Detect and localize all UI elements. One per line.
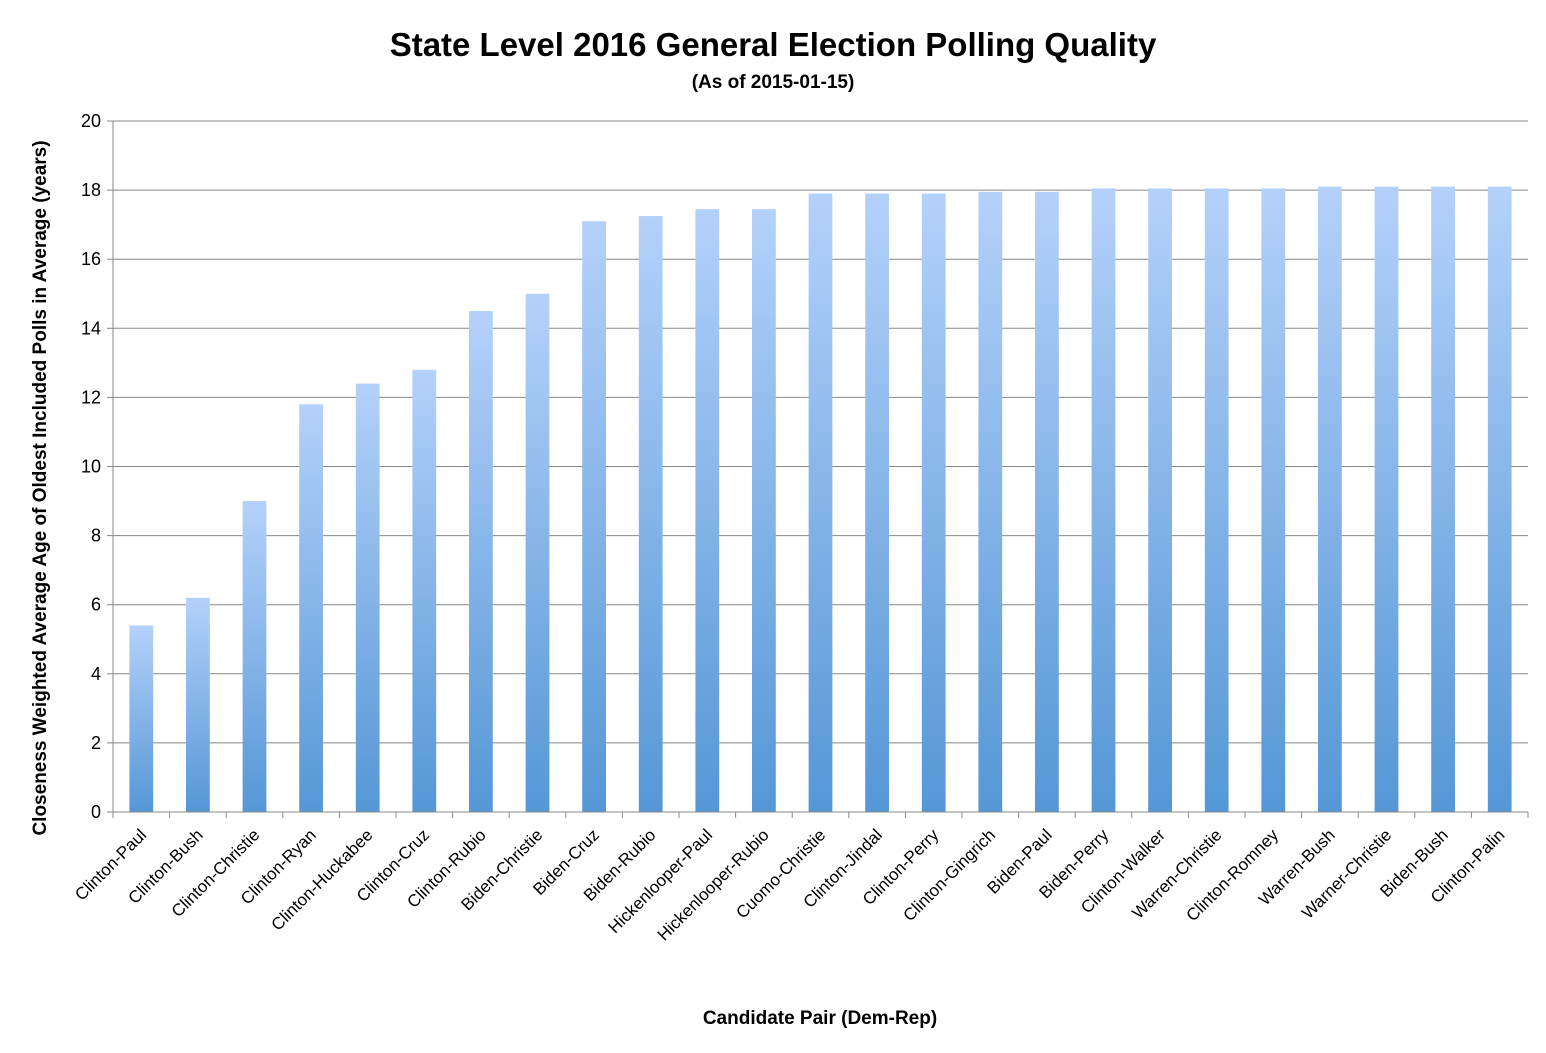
bar	[978, 191, 1003, 812]
bar	[242, 501, 267, 812]
bar	[921, 193, 946, 812]
bar	[1318, 186, 1342, 812]
y-tick-label: 4	[91, 664, 101, 684]
bar	[695, 209, 720, 813]
bar	[752, 209, 776, 813]
bar	[412, 369, 437, 812]
bar	[1148, 188, 1172, 812]
x-tick-label: Clinton-Huckabee	[268, 825, 377, 934]
y-tick-label: 12	[81, 387, 101, 407]
bar	[1431, 186, 1455, 812]
chart-subtitle: (As of 2015-01-15)	[692, 72, 855, 93]
y-tick-label: 10	[81, 457, 101, 477]
bar	[129, 625, 154, 812]
bar	[1374, 186, 1399, 812]
y-tick-label: 2	[91, 733, 101, 753]
x-axis-title: Candidate Pair (Dem-Rep)	[703, 1008, 937, 1029]
bar	[299, 404, 323, 812]
bars	[129, 186, 1512, 813]
x-tick-labels: Clinton-PaulClinton-BushClinton-Christie…	[71, 825, 1508, 944]
bar	[1261, 188, 1286, 812]
y-tick-label: 20	[81, 111, 101, 131]
y-tick-labels: 0 2 4 6 8 10 12 14 16 18 20	[81, 111, 101, 822]
bar	[808, 193, 833, 812]
y-axis-title: Closeness Weighted Average Age of Oldest…	[30, 140, 51, 835]
y-tick-label: 16	[81, 249, 101, 269]
bar	[1035, 191, 1059, 812]
bar	[1487, 186, 1512, 812]
x-tick-label: Hickenlooper-Paul	[604, 825, 716, 937]
axes	[107, 120, 1529, 818]
y-tick-label: 14	[81, 318, 101, 338]
bar	[1091, 188, 1116, 812]
y-tick-label: 18	[81, 180, 101, 200]
bar	[186, 597, 210, 812]
y-tick-label: 6	[91, 595, 101, 615]
y-tick-label: 0	[91, 802, 101, 822]
bar	[525, 293, 550, 812]
bar	[582, 221, 606, 812]
bar	[865, 193, 889, 812]
chart-title: State Level 2016 General Election Pollin…	[390, 26, 1157, 63]
bar	[1204, 188, 1229, 812]
x-tick-label: Hickenlooper-Rubio	[654, 825, 773, 944]
bar	[355, 383, 380, 812]
y-tick-label: 8	[91, 526, 101, 546]
bar	[469, 311, 493, 812]
bar	[638, 216, 663, 812]
